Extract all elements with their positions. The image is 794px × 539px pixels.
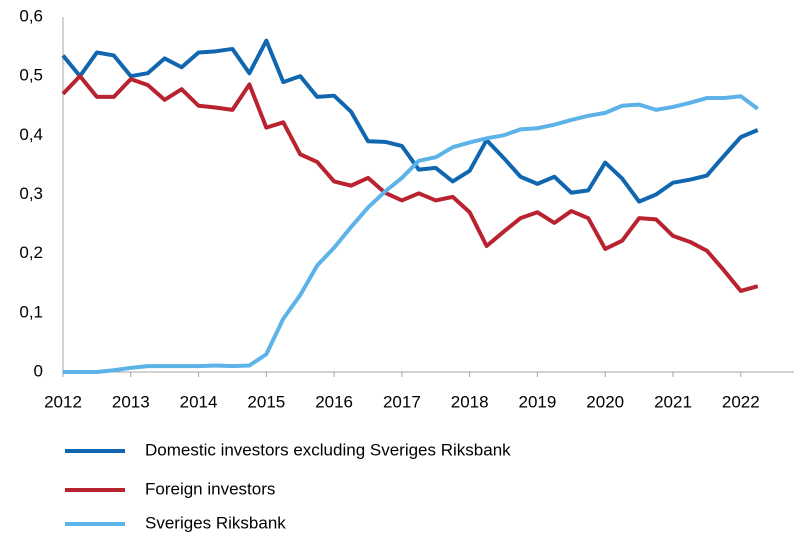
legend-label: Foreign investors [145, 479, 275, 498]
legend-label: Domestic investors excluding Sveriges Ri… [145, 440, 511, 459]
y-tick-label: 0,3 [19, 184, 43, 203]
series-line [61, 38, 759, 204]
x-tick-label: 2015 [247, 392, 285, 411]
x-tick-label: 2017 [383, 392, 421, 411]
x-tick-label: 2016 [315, 392, 353, 411]
y-tick-label: 0,5 [19, 66, 43, 85]
series-line [63, 94, 759, 374]
x-tick-label: 2012 [44, 392, 82, 411]
x-tick-label: 2019 [519, 392, 557, 411]
y-tick-label: 0,6 [19, 6, 43, 25]
y-tick-label: 0 [34, 361, 43, 380]
y-tick-label: 0,1 [19, 302, 43, 321]
legend-label: Sveriges Riksbank [145, 513, 286, 532]
x-tick-label: 2020 [586, 392, 624, 411]
x-tick-label: 2021 [654, 392, 692, 411]
x-tick-label: 2014 [180, 392, 218, 411]
x-tick-label: 2022 [722, 392, 760, 411]
y-tick-label: 0,4 [19, 125, 43, 144]
x-tick-label: 2013 [112, 392, 150, 411]
y-tick-label: 0,2 [19, 243, 43, 262]
series-line [61, 74, 759, 293]
x-tick-label: 2018 [451, 392, 489, 411]
